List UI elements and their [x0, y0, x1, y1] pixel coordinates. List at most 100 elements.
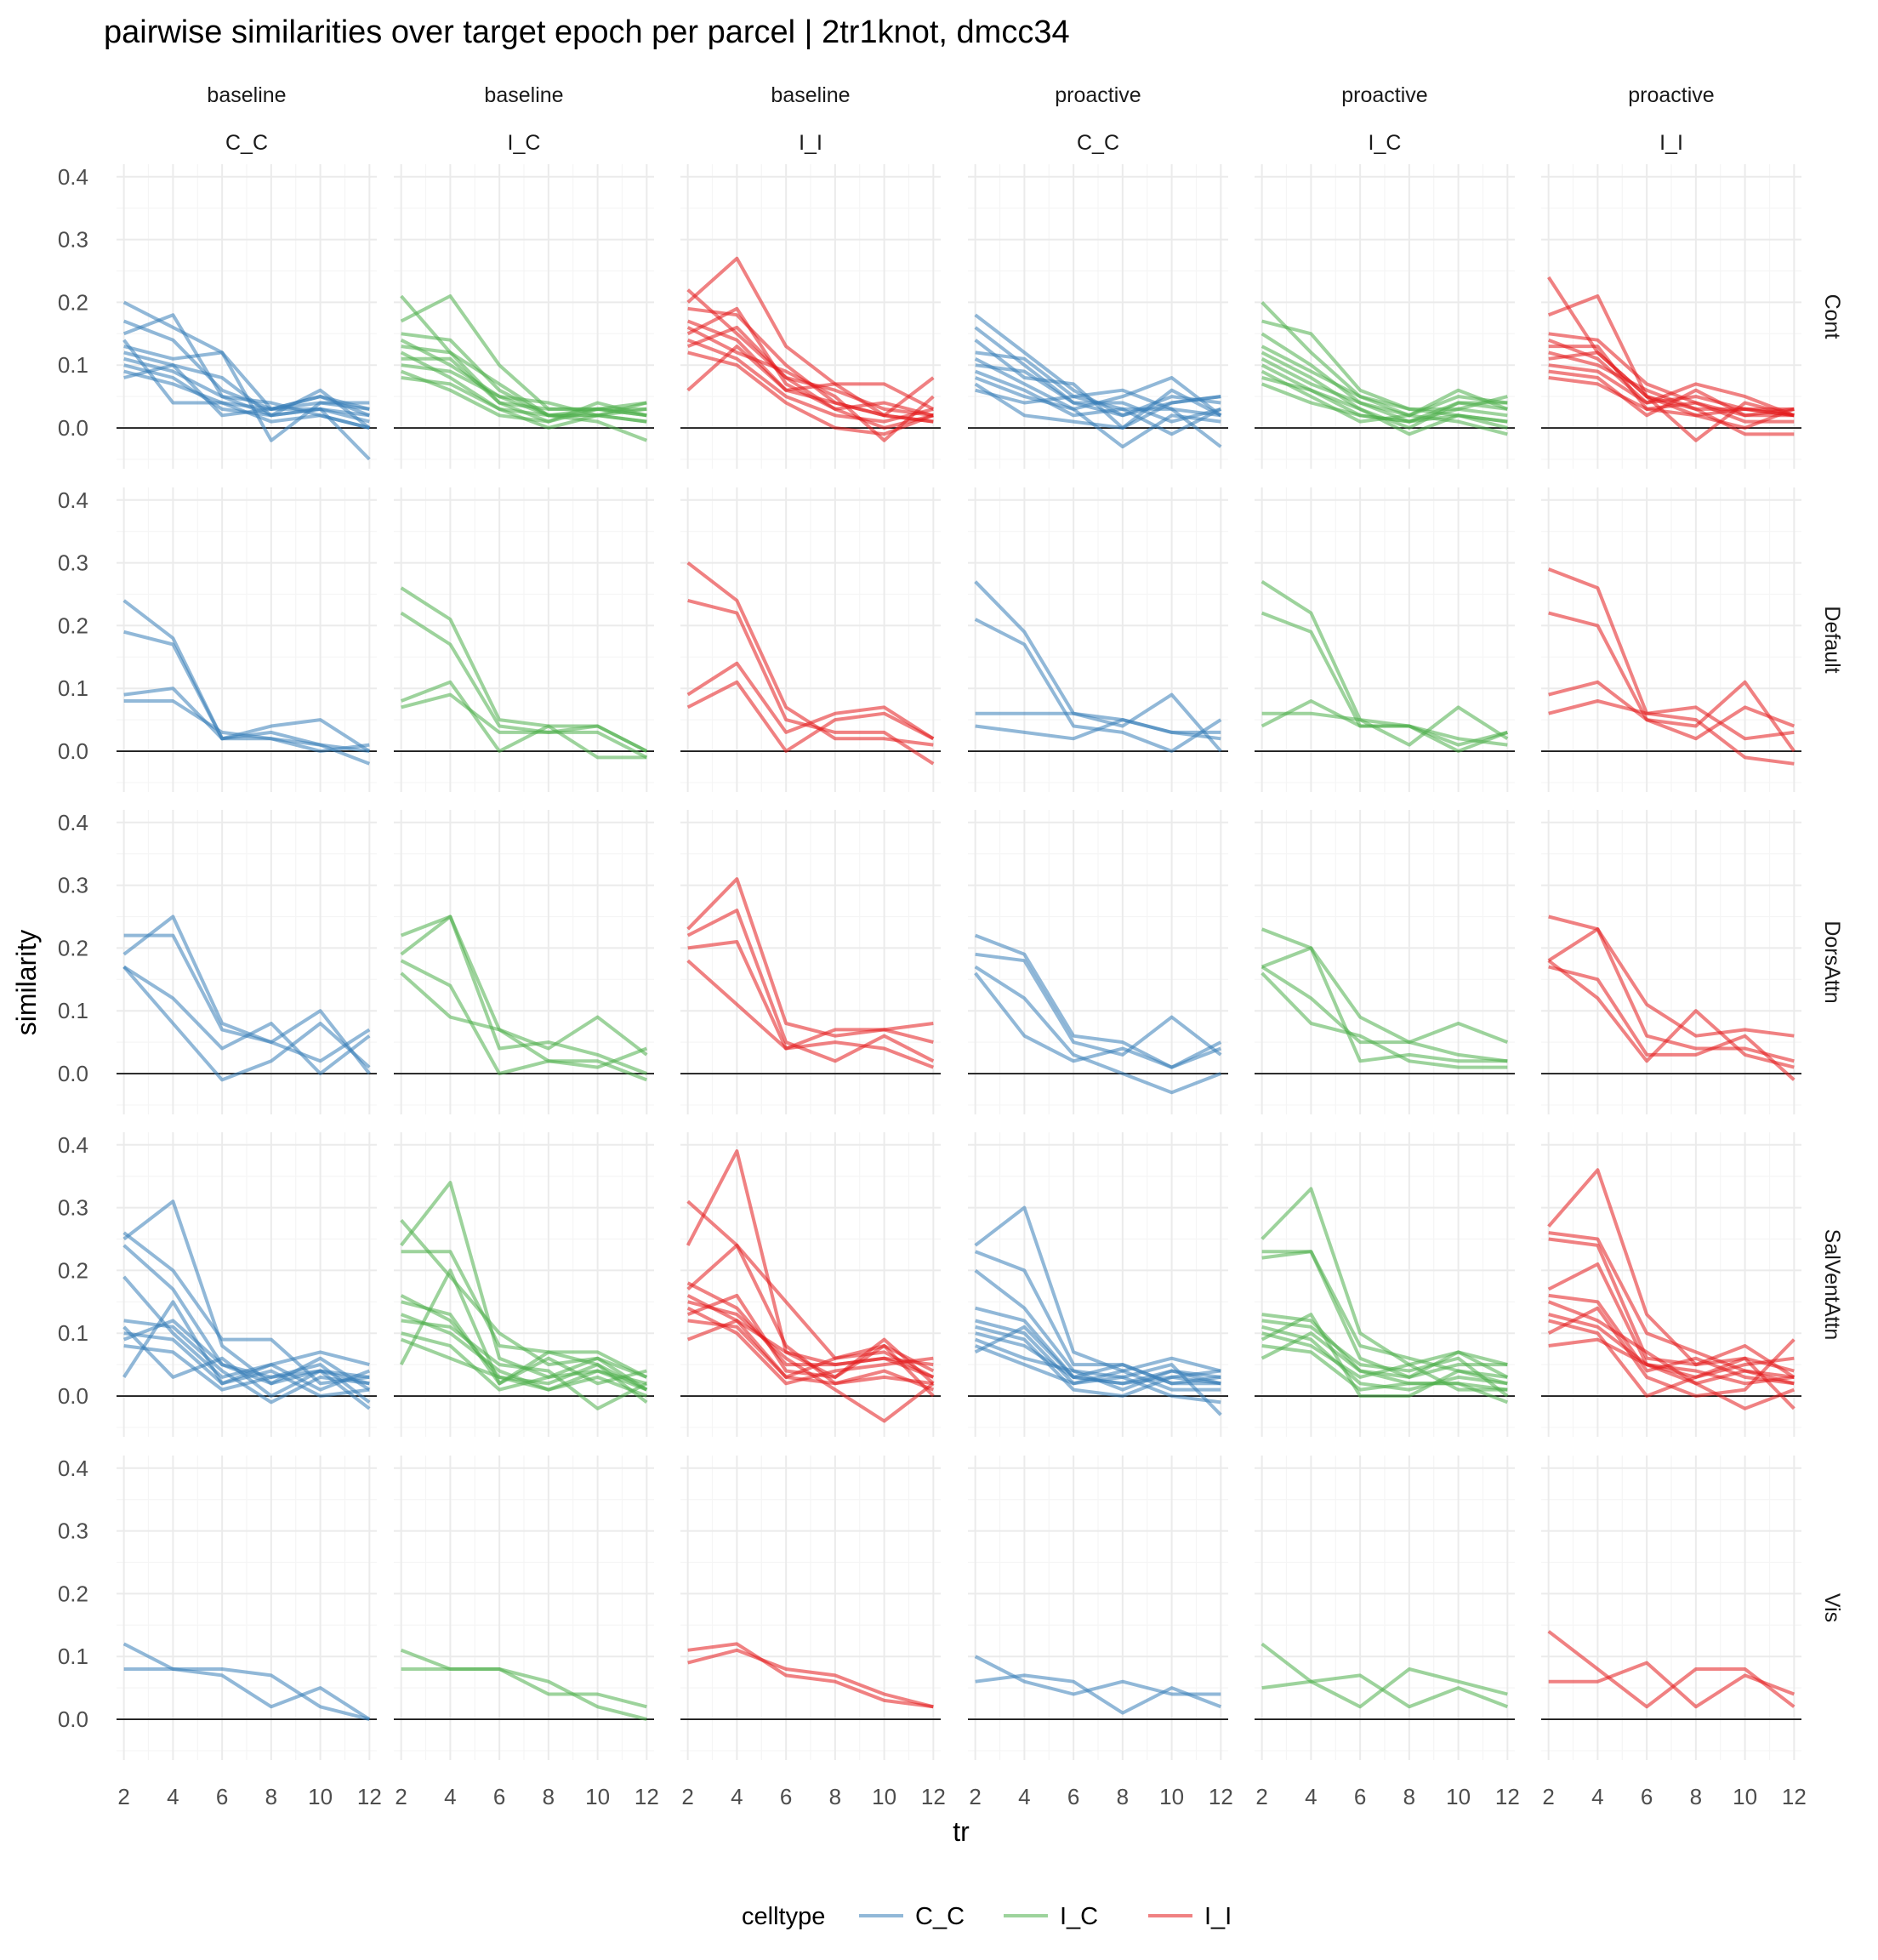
row-strip-parcel: SalVentAttn	[1820, 1229, 1844, 1341]
panel-Default-proactive-I_C	[1255, 487, 1515, 792]
x-tick-label: 6	[780, 1784, 792, 1809]
column-strip-celltype: C_C	[225, 131, 268, 155]
series-line	[1261, 705, 1509, 747]
x-tick-label: 6	[1354, 1784, 1366, 1809]
row-strip-parcel: Default	[1820, 606, 1844, 673]
x-tick-label: 6	[493, 1784, 505, 1809]
x-tick-label: 4	[1305, 1784, 1317, 1809]
series-line	[400, 680, 647, 760]
column-strip-celltype: I_C	[1369, 131, 1402, 155]
y-tick-label: 0.1	[58, 352, 88, 378]
x-tick-label: 10	[872, 1784, 896, 1809]
panel-DorsAttn-proactive-C_C	[968, 810, 1228, 1114]
panel-SalVentAttn-baseline-I_I	[680, 1132, 941, 1437]
series-line	[1548, 1293, 1795, 1386]
panel-DorsAttn-baseline-C_C	[117, 810, 377, 1114]
series-line	[122, 966, 371, 1082]
x-tick-label: 12	[635, 1784, 659, 1809]
series-line	[974, 1205, 1221, 1373]
panel-Vis-proactive-C_C	[968, 1456, 1228, 1760]
x-tick-label: 6	[216, 1784, 228, 1809]
x-tick-label: 10	[308, 1784, 333, 1809]
x-tick-label: 2	[1255, 1784, 1267, 1809]
x-tick-label: 8	[1403, 1784, 1415, 1809]
series-line	[975, 388, 1221, 418]
series-line	[687, 1648, 934, 1709]
series-line	[1261, 1642, 1508, 1709]
series-line	[975, 692, 1222, 753]
series-line	[122, 965, 371, 1075]
series-line	[1548, 369, 1795, 418]
column-strip-session: proactive	[1628, 83, 1714, 107]
y-tick-label: 0.0	[58, 1706, 88, 1732]
x-tick-label: 10	[1733, 1784, 1757, 1809]
series-line	[400, 1648, 647, 1709]
series-line	[1548, 699, 1795, 766]
panel-Default-proactive-C_C	[968, 487, 1228, 792]
series-line	[399, 1268, 648, 1404]
series-line	[1548, 345, 1795, 430]
series-line	[686, 256, 935, 411]
y-tick-label: 0.2	[58, 1581, 88, 1606]
legend: celltype C_C I_C I_I	[742, 1903, 1232, 1930]
series-line	[1547, 1630, 1795, 1709]
series-line	[974, 376, 1221, 449]
row-strip-parcel: DorsAttn	[1820, 920, 1844, 1003]
panel-Cont-baseline-I_I	[680, 164, 941, 469]
row-strips: Cont Default DorsAttn SalVentAttn Vis	[1820, 294, 1844, 1623]
series-line	[686, 345, 934, 424]
series-line	[687, 598, 935, 766]
series-line	[686, 1319, 935, 1379]
series-line	[401, 1667, 647, 1721]
column-strip-session: baseline	[484, 83, 563, 107]
x-tick-label: 10	[1446, 1784, 1471, 1809]
series-line	[400, 1337, 648, 1392]
series-line	[975, 1325, 1221, 1398]
y-tick-label: 0.2	[58, 612, 88, 638]
row-strip-parcel: Cont	[1820, 294, 1844, 339]
panel-Default-proactive-I_I	[1541, 487, 1801, 792]
series-line	[401, 1250, 648, 1379]
x-tick-label: 12	[1209, 1784, 1233, 1809]
x-axis: 2 4 6 8 10 12 2 4 6 8 10 12 2 4 6 8 10 12 2 4 6 8 10 12 2 4 6 8 10 12…	[117, 1784, 1806, 1809]
series-line	[1548, 680, 1795, 741]
series-line	[687, 940, 935, 1069]
series-line	[687, 1642, 934, 1709]
x-axis-title: tr	[953, 1816, 970, 1847]
y-tick-label: 0.2	[58, 289, 88, 315]
series-line	[686, 288, 934, 430]
series-line	[687, 350, 935, 436]
series-line	[123, 1667, 370, 1721]
series-line	[686, 325, 934, 418]
series-line	[974, 382, 1221, 430]
y-tick-label: 0.1	[58, 1644, 88, 1669]
legend-label-I_C: I_C	[1060, 1903, 1098, 1930]
x-tick-label: 6	[1641, 1784, 1653, 1809]
series-line	[1261, 965, 1508, 1063]
column-strip-session: baseline	[207, 83, 286, 107]
series-line	[401, 363, 647, 424]
series-line	[686, 1199, 935, 1373]
legend-title: celltype	[742, 1903, 825, 1930]
legend-label-I_I: I_I	[1204, 1903, 1232, 1930]
series-line	[975, 363, 1221, 418]
series-line	[122, 1325, 370, 1398]
panel-DorsAttn-baseline-I_I	[680, 810, 941, 1114]
y-tick-label: 0.1	[58, 1320, 88, 1346]
x-tick-label: 4	[1018, 1784, 1030, 1809]
panel-SalVentAttn-proactive-I_C	[1255, 1132, 1515, 1437]
y-tick-label: 0.3	[58, 1518, 88, 1544]
panel-SalVentAttn-proactive-C_C	[968, 1132, 1228, 1437]
series-line	[686, 959, 934, 1051]
panel-Cont-proactive-C_C	[968, 164, 1228, 469]
series-line	[122, 1642, 371, 1721]
panel-Vis-baseline-I_C	[394, 1456, 654, 1760]
y-tick-label: 0.2	[58, 1257, 88, 1283]
series-line	[1261, 382, 1508, 424]
x-tick-label: 4	[167, 1784, 179, 1809]
series-line	[1261, 946, 1508, 1063]
series-line	[123, 699, 370, 753]
panel-DorsAttn-proactive-I_I	[1541, 810, 1801, 1114]
series-line	[1547, 1306, 1795, 1398]
